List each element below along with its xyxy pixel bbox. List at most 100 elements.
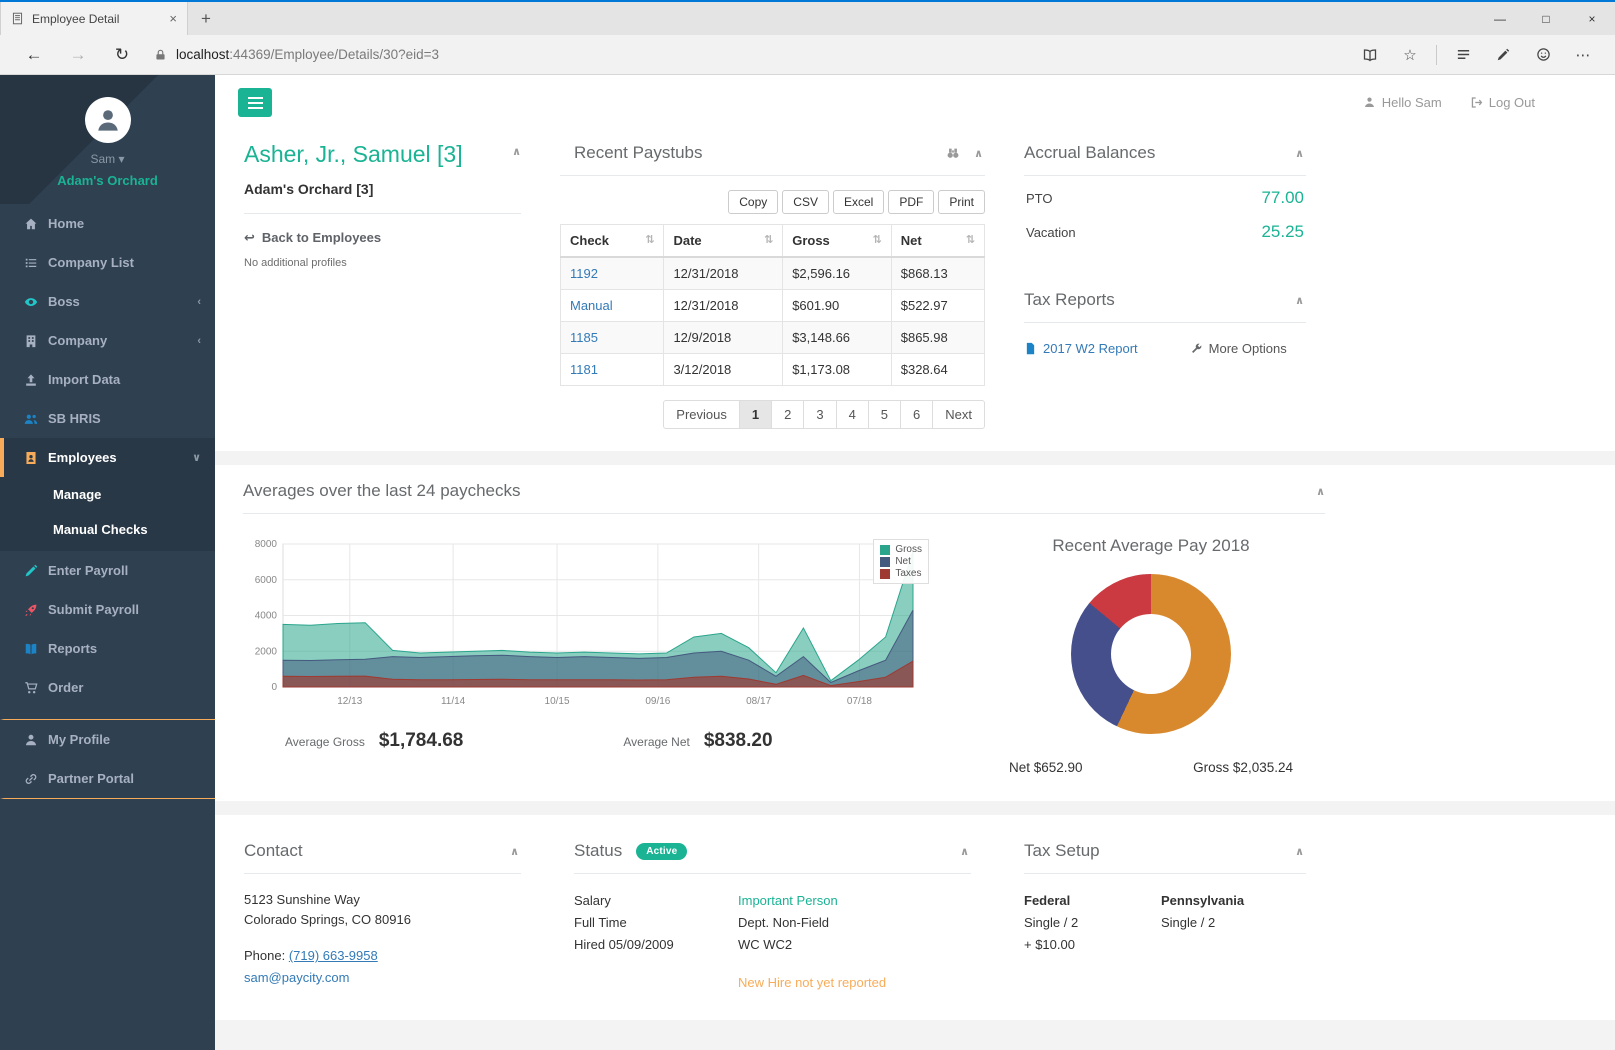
- previous-page-button[interactable]: Previous: [663, 400, 740, 429]
- sidebar-item-company[interactable]: Company ‹: [0, 321, 215, 360]
- federal-label: Federal: [1024, 893, 1071, 908]
- page-button-4[interactable]: 4: [835, 400, 869, 429]
- print-button[interactable]: Print: [938, 190, 985, 214]
- column-header-net[interactable]: Net ⇅: [890, 224, 986, 258]
- tax-reports-panel: Tax Reports ∧ 2017 W2 Report: [1024, 290, 1306, 356]
- check-link[interactable]: Manual: [570, 298, 613, 313]
- sidebar-item-boss[interactable]: Boss ‹: [0, 282, 215, 321]
- url-host: localhost: [176, 47, 230, 62]
- logout-link[interactable]: Log Out: [1470, 95, 1535, 110]
- sidebar-item-enter-payroll[interactable]: Enter Payroll: [0, 551, 215, 590]
- back-to-employees-link[interactable]: ↩ Back to Employees: [244, 230, 381, 246]
- sidebar-subitem-manual-checks[interactable]: Manual Checks: [53, 522, 148, 537]
- binoculars-icon[interactable]: [946, 146, 960, 160]
- page-button-3[interactable]: 3: [803, 400, 837, 429]
- page-button-1[interactable]: 1: [738, 400, 773, 429]
- column-header-check[interactable]: Check ⇅: [559, 224, 665, 258]
- sidebar-item-my-profile[interactable]: My Profile: [0, 719, 215, 759]
- person-icon: [1364, 97, 1374, 107]
- phone-link[interactable]: (719) 663-9958: [288, 948, 378, 964]
- more-options-link[interactable]: More Options: [1190, 341, 1287, 356]
- minimize-button[interactable]: —: [1494, 11, 1506, 26]
- wrench-icon: [1191, 343, 1202, 353]
- collapse-chevron-icon[interactable]: ∧: [1295, 845, 1304, 858]
- email-link[interactable]: sam@paycity.com: [244, 970, 350, 986]
- check-link[interactable]: 1185: [570, 330, 598, 345]
- maximize-button[interactable]: □: [1542, 11, 1550, 26]
- upload-icon: [23, 373, 39, 387]
- sidebar-item-order[interactable]: Order: [0, 668, 215, 707]
- hub-icon[interactable]: [1443, 38, 1483, 72]
- next-page-button[interactable]: Next: [932, 400, 985, 429]
- average-gross-stat: Average Gross $1,784.68: [285, 730, 463, 752]
- new-tab-button[interactable]: +: [201, 8, 211, 28]
- close-button[interactable]: ×: [1588, 11, 1596, 26]
- browser-tab[interactable]: Employee Detail ×: [0, 2, 188, 35]
- gross-cell: $2,596.16: [782, 256, 892, 290]
- more-options-icon[interactable]: ⋯: [1575, 46, 1591, 64]
- favorites-star-icon[interactable]: ☆: [1403, 46, 1417, 64]
- sidebar-item-employees[interactable]: Employees ∨: [0, 438, 215, 477]
- accruals-title: Accrual Balances: [1024, 143, 1156, 162]
- column-header-gross[interactable]: Gross ⇅: [782, 224, 892, 258]
- sidebar-item-reports[interactable]: Reports: [0, 629, 215, 668]
- sidebar-item-import-data[interactable]: Import Data: [0, 360, 215, 399]
- state-label: Pennsylvania: [1161, 893, 1245, 908]
- sidebar-item-partner-portal[interactable]: Partner Portal: [0, 759, 215, 799]
- new-hire-warning: New Hire not yet reported: [738, 975, 887, 991]
- legend-item: Taxes: [880, 568, 922, 579]
- page-button-6[interactable]: 6: [900, 400, 934, 429]
- sidebar-item-company-list[interactable]: Company List: [0, 243, 215, 282]
- check-link[interactable]: 1181: [570, 362, 598, 377]
- sidebar-item-submit-payroll[interactable]: Submit Payroll: [0, 590, 215, 629]
- profile-user-menu[interactable]: Sam ▾: [10, 152, 205, 166]
- tab-close-icon[interactable]: ×: [169, 11, 177, 26]
- pdf-button[interactable]: PDF: [888, 190, 935, 214]
- csv-button[interactable]: CSV: [782, 190, 829, 214]
- hello-user-link[interactable]: Hello Sam: [1363, 95, 1442, 110]
- sidebar-item-sb-hris[interactable]: SB HRIS: [0, 399, 215, 438]
- check-link[interactable]: 1192: [570, 266, 598, 281]
- sidebar-item-home[interactable]: Home: [0, 204, 215, 243]
- net-cell: $865.98: [890, 321, 986, 354]
- user-icon: [23, 733, 39, 747]
- browser-titlebar: Employee Detail × + — □ ×: [0, 2, 1615, 35]
- gross-cell: $601.90: [782, 289, 892, 322]
- averages-stats: Average Gross $1,784.68 Average Net $838…: [243, 730, 943, 752]
- collapse-chevron-icon[interactable]: ∧: [1295, 294, 1304, 307]
- average-gross-label: Average Gross: [285, 735, 365, 749]
- feedback-smiley-icon[interactable]: [1523, 38, 1563, 72]
- copy-button[interactable]: Copy: [728, 190, 779, 214]
- page-button-2[interactable]: 2: [771, 400, 805, 429]
- sort-icon: ⇅: [645, 234, 655, 246]
- accrual-row-vacation: Vacation 25.25: [1024, 210, 1306, 244]
- sidebar-subitem-manage[interactable]: Manage: [53, 487, 102, 502]
- refresh-icon[interactable]: ↻: [114, 44, 130, 64]
- page-button-5[interactable]: 5: [867, 400, 902, 429]
- forward-icon[interactable]: →: [69, 44, 87, 64]
- url-path: :44369/Employee/Details/30?eid=3: [229, 47, 440, 62]
- employee-company: Adam's Orchard [3]: [244, 181, 521, 214]
- recent-paystubs-panel: Recent Paystubs ∧ Copy CSV Excel PDF Pri…: [559, 131, 986, 429]
- collapse-chevron-icon[interactable]: ∧: [1316, 485, 1325, 498]
- back-icon[interactable]: ←: [25, 44, 43, 64]
- employees-submenu: Manage Manual Checks: [0, 477, 215, 551]
- excel-button[interactable]: Excel: [832, 190, 885, 214]
- sidebar-item-label: Employees: [48, 450, 117, 465]
- collapse-chevron-icon[interactable]: ∧: [512, 146, 521, 158]
- collapse-chevron-icon[interactable]: ∧: [960, 845, 969, 858]
- column-header-date[interactable]: Date ⇅: [663, 224, 784, 258]
- url-bar[interactable]: localhost:44369/Employee/Details/30?eid=…: [144, 47, 1350, 62]
- menu-toggle-button[interactable]: [238, 88, 272, 117]
- reading-view-icon[interactable]: [1350, 38, 1390, 72]
- lock-icon: [156, 49, 165, 59]
- collapse-chevron-icon[interactable]: ∧: [510, 845, 519, 858]
- building-icon: [23, 334, 39, 348]
- profile-company: Adam's Orchard: [57, 173, 158, 188]
- sidebar-item-label: Boss: [48, 294, 80, 309]
- averages-band: Averages over the last 24 paychecks ∧ 0 2…: [215, 465, 1615, 801]
- w2-report-link[interactable]: 2017 W2 Report: [1024, 341, 1138, 356]
- collapse-chevron-icon[interactable]: ∧: [1295, 147, 1304, 160]
- collapse-chevron-icon[interactable]: ∧: [974, 147, 983, 160]
- web-note-pen-icon[interactable]: [1483, 38, 1523, 72]
